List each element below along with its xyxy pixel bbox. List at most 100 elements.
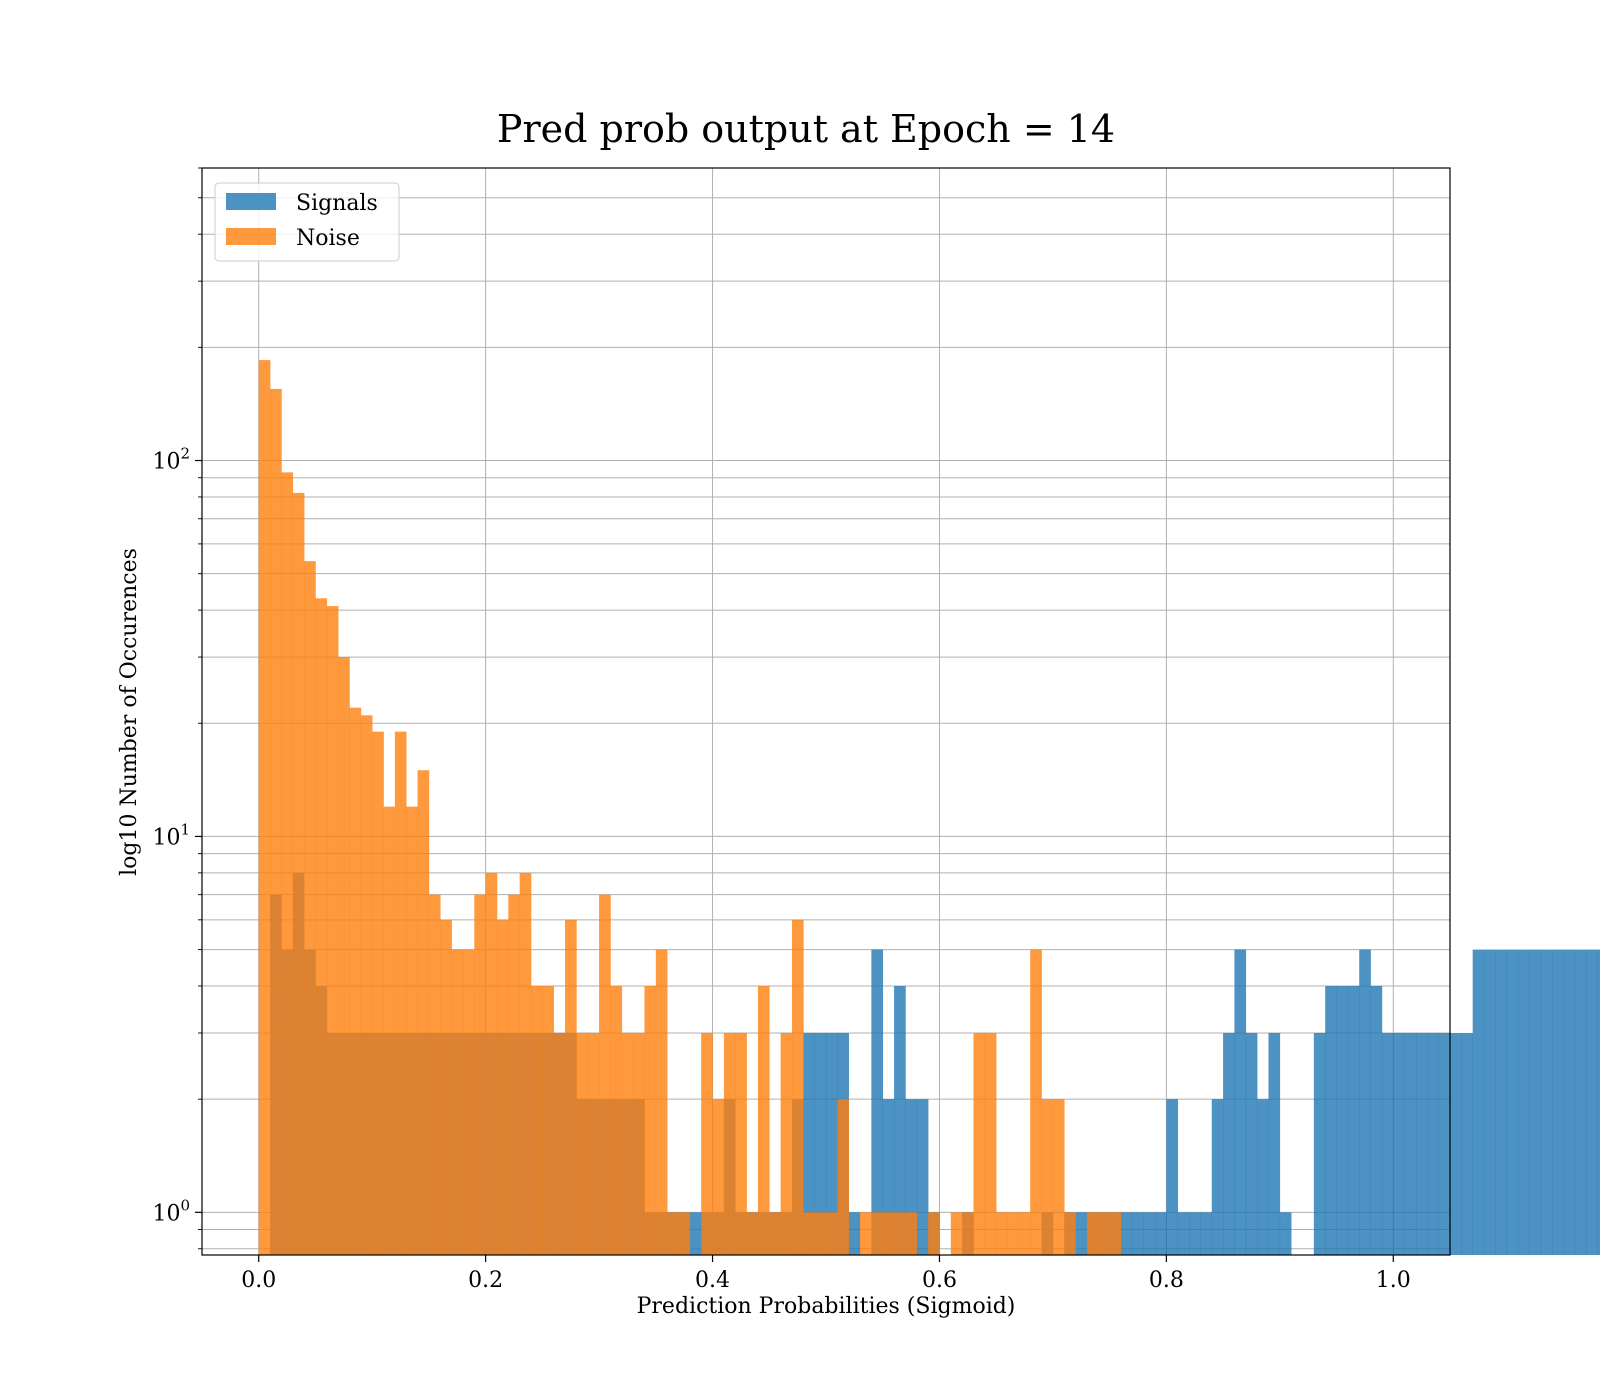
signals-bar: [871, 949, 884, 1255]
signals-bar: [814, 1032, 827, 1255]
noise-bar: [553, 1032, 566, 1255]
noise-bar: [950, 1212, 963, 1255]
noise-bar: [894, 1212, 906, 1255]
signals-bar: [1245, 1032, 1258, 1255]
noise-bar: [655, 949, 668, 1255]
legend: Signals Noise: [214, 182, 400, 262]
noise-bar: [326, 606, 339, 1255]
noise-bar: [837, 1099, 849, 1255]
axis-ticks: 0.0 0.2 0.4 0.6 0.8 1.0 100 101 102: [152, 167, 1411, 1293]
signals-bar: [1166, 1099, 1179, 1255]
signals-bar: [905, 1099, 918, 1255]
signals-bar: [1325, 986, 1337, 1255]
signals-bar: [826, 1032, 838, 1255]
x-tick-label: 0.0: [241, 1268, 276, 1293]
signals-bar: [1427, 1032, 1439, 1255]
noise-bar: [1041, 1099, 1054, 1255]
noise-bar: [508, 894, 520, 1255]
noise-bar: [304, 561, 316, 1255]
noise-bar: [496, 919, 509, 1255]
noise-bar: [871, 1212, 884, 1255]
y-tick-label: 100: [152, 1196, 190, 1226]
signals-bar: [1132, 1212, 1144, 1255]
noise-bar: [769, 1212, 781, 1255]
signals-bar: [1120, 1212, 1133, 1255]
signals-bar: [1518, 949, 1530, 1255]
noise-bar: [542, 986, 555, 1255]
signals-bar: [1189, 1212, 1201, 1255]
noise-bar: [349, 707, 362, 1255]
signals-bar: [1359, 949, 1371, 1255]
signals-bar: [1370, 986, 1383, 1255]
noise-bar: [281, 472, 294, 1255]
signals-bar: [1143, 1212, 1156, 1255]
x-tick-label: 0.4: [695, 1268, 730, 1293]
signals-bar: [1563, 949, 1576, 1255]
signals-bar: [1586, 949, 1598, 1255]
signals-bar: [1393, 1032, 1405, 1255]
signals-bar: [1336, 986, 1349, 1255]
signals-bar: [848, 1212, 861, 1255]
legend-label-noise: Noise: [296, 226, 360, 251]
signals-bar: [1075, 1212, 1088, 1255]
noise-bar: [610, 986, 623, 1255]
signals-bar: [1438, 1032, 1451, 1255]
noise-bar: [723, 1032, 736, 1255]
noise-bar: [383, 806, 396, 1255]
noise-bar: [860, 1212, 872, 1255]
signals-bar: [882, 1099, 895, 1255]
noise-bar: [519, 872, 532, 1255]
legend-swatch-signals: [226, 193, 276, 210]
signals-bar: [1495, 949, 1508, 1255]
noise-bar: [826, 1212, 838, 1255]
noise-bar: [485, 872, 498, 1255]
noise-bar: [292, 492, 305, 1255]
legend-label-signals: Signals: [296, 191, 378, 216]
noise-bar: [417, 770, 430, 1255]
noise-bar: [667, 1212, 679, 1255]
signals-bar: [916, 1099, 929, 1255]
noise-bar: [678, 1212, 691, 1255]
noise-bar: [791, 919, 804, 1255]
y-tick-label: 101: [152, 820, 190, 850]
signals-bar: [1484, 949, 1496, 1255]
signals-bar: [1506, 949, 1519, 1255]
noise-bar: [633, 1032, 645, 1255]
x-tick-label: 0.2: [468, 1268, 503, 1293]
noise-bar: [599, 894, 611, 1255]
noise-bar: [372, 731, 384, 1255]
noise-bar: [428, 894, 441, 1255]
noise-bar: [962, 1212, 974, 1255]
noise-bar: [973, 1032, 986, 1255]
x-axis-label: Prediction Probabilities (Sigmoid): [637, 1294, 1016, 1319]
plot-frame: [201, 167, 1451, 1256]
chart-title: Pred prob output at Epoch = 14: [497, 107, 1115, 151]
signals-bar: [1279, 1212, 1292, 1255]
signals-bar: [1404, 1032, 1417, 1255]
signals-bar: [1381, 1032, 1394, 1255]
signals-bar: [1529, 949, 1542, 1255]
noise-bar: [1052, 1099, 1065, 1255]
noise-bar: [712, 1099, 725, 1255]
signals-bar: [1472, 949, 1485, 1255]
x-tick-label: 1.0: [1376, 1268, 1411, 1293]
signals-bar: [894, 986, 906, 1255]
noise-bar: [1007, 1212, 1020, 1255]
signals-bar: [803, 1032, 815, 1255]
noise-bar: [531, 986, 543, 1255]
signals-bar: [1347, 986, 1360, 1255]
noise-bar: [928, 1212, 940, 1255]
signals-bar: [1268, 1032, 1281, 1255]
signals-bar: [689, 1212, 702, 1255]
noise-bar: [1098, 1212, 1110, 1255]
noise-bar: [451, 949, 464, 1255]
signals-bar: [1177, 1212, 1190, 1255]
noise-bar: [440, 919, 452, 1255]
noise-bar: [780, 1032, 793, 1255]
noise-bar: [474, 894, 486, 1255]
noise-bar: [882, 1212, 895, 1255]
noise-bar: [587, 1032, 600, 1255]
noise-bar: [746, 1212, 759, 1255]
noise-bar: [315, 598, 328, 1255]
